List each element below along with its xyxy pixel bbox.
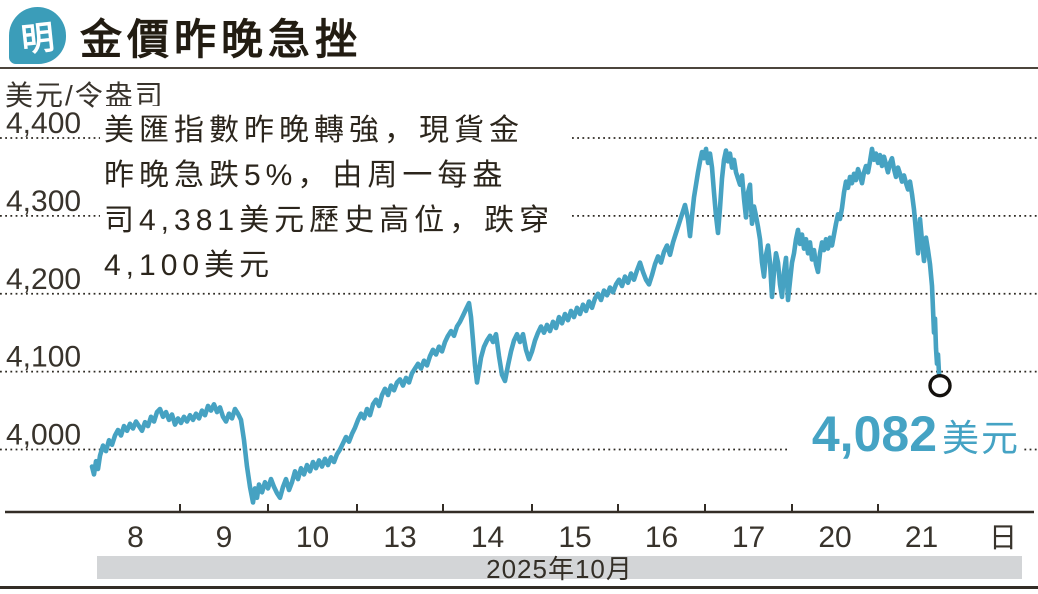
x-axis-label: 20: [818, 521, 851, 554]
day-unit-label: 日: [989, 522, 1017, 553]
mingpao-logo-char: 明: [19, 17, 57, 59]
y-axis-label: 4,000: [6, 419, 81, 452]
latest-price-label: 4,082 美元: [788, 403, 1022, 469]
y-axis-label: 4,300: [6, 185, 81, 218]
annotation-line: 4,100美元: [104, 249, 275, 282]
x-axis-label: 10: [296, 521, 329, 554]
x-axis-label: 17: [732, 521, 765, 554]
y-axis-label: 4,100: [6, 341, 81, 374]
mingpao-logo: 明: [9, 7, 66, 64]
y-axis-unit-label: 美元/令盎司: [5, 80, 165, 111]
header-divider: [0, 67, 1038, 69]
latest-price-value: 4,082: [811, 406, 937, 462]
bottom-border: [0, 586, 1038, 589]
month-band-label: 2025年10月: [486, 554, 633, 584]
x-axis-label: 21: [905, 521, 938, 554]
annotation-line: 昨晚急跌5%，由周一每盎: [104, 159, 508, 192]
x-axis-label: 8: [127, 521, 144, 554]
x-axis-label: 9: [216, 521, 233, 554]
y-axis-label: 4,400: [6, 107, 81, 140]
y-axis-label: 4,200: [6, 263, 81, 296]
month-band: 2025年10月: [97, 554, 1022, 584]
latest-price-unit: 美元: [942, 418, 1020, 459]
annotation: 美匯指數昨晚轉強，現貨金 昨晚急跌5%，由周一每盎 司4,381美元歷史高位，跌…: [100, 106, 570, 290]
x-axis-label: 13: [383, 521, 416, 554]
annotation-line: 司4,381美元歷史高位，跌穿: [104, 204, 555, 237]
page-title: 金價昨晚急挫: [80, 16, 363, 63]
x-axis-label: 16: [645, 521, 678, 554]
annotation-line: 美匯指數昨晚轉強，現貨金: [104, 114, 524, 147]
price-line: [89, 146, 943, 505]
endpoint-marker: [928, 373, 952, 398]
x-axis-label: 15: [558, 521, 591, 554]
x-axis-label: 14: [471, 521, 504, 554]
